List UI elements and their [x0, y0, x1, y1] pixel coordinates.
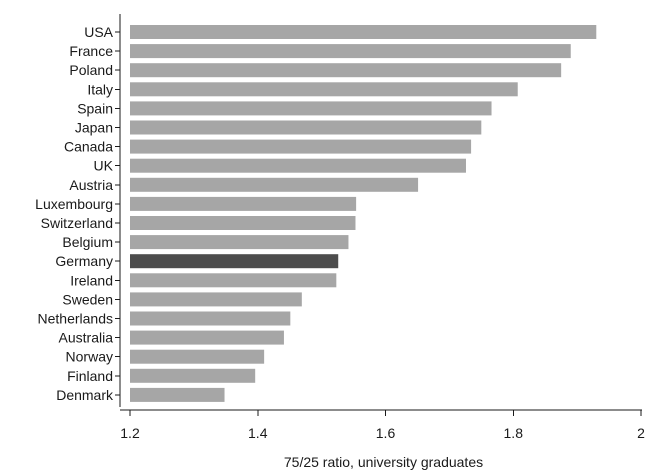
- y-tick-label: Finland: [67, 368, 113, 384]
- bar-luxembourg: [130, 196, 357, 211]
- bar-austria: [130, 177, 419, 192]
- y-tick-label: Ireland: [70, 272, 113, 288]
- y-tick-label: Sweden: [62, 291, 113, 307]
- bar-ireland: [130, 273, 337, 288]
- x-tick-label: 1.2: [120, 425, 140, 441]
- bar-australia: [130, 330, 284, 345]
- y-tick-label: Norway: [66, 349, 113, 365]
- bar-belgium: [130, 235, 349, 250]
- y-tick-label: USA: [84, 24, 113, 40]
- y-tick-label: Switzerland: [41, 215, 113, 231]
- x-tick-label: 1.8: [504, 425, 524, 441]
- y-tick-label: UK: [94, 158, 114, 174]
- bar-denmark: [130, 387, 225, 402]
- x-tick-label: 1.6: [376, 425, 396, 441]
- y-tick-label: Italy: [87, 81, 113, 97]
- y-tick-label: Spain: [77, 100, 113, 116]
- y-tick-label: Netherlands: [38, 311, 114, 327]
- bar-finland: [130, 368, 256, 383]
- x-tick-label: 2: [637, 425, 645, 441]
- bar-germany: [130, 254, 339, 269]
- bar-poland: [130, 63, 562, 78]
- x-axis-title: 75/25 ratio, university graduates: [284, 454, 483, 470]
- bar-switzerland: [130, 216, 356, 230]
- y-tick-label: Belgium: [62, 234, 113, 250]
- y-tick-label: Canada: [64, 139, 113, 155]
- y-tick-label: Germany: [55, 253, 113, 269]
- y-axis: USA France Poland Italy Spain Japan Canada UK Au…: [35, 14, 121, 407]
- y-tick-label: Austria: [69, 177, 113, 193]
- bar-france: [130, 44, 571, 59]
- bar-netherlands: [130, 311, 291, 326]
- bar-uk: [130, 158, 466, 173]
- y-tick-label: Japan: [75, 120, 113, 136]
- x-tick-label: 1.4: [248, 425, 268, 441]
- y-tick-label: Denmark: [56, 387, 114, 403]
- bar-norway: [130, 349, 265, 364]
- y-tick-label: Luxembourg: [35, 196, 113, 212]
- bar-italy: [130, 82, 518, 97]
- bars-group: [130, 25, 597, 402]
- x-axis: 1.2 1.4 1.6 1.8 2: [120, 409, 645, 441]
- bar-usa: [130, 25, 597, 39]
- bar-spain: [130, 101, 492, 116]
- y-tick-label: France: [69, 43, 113, 59]
- bar-sweden: [130, 292, 302, 307]
- y-tick-label: Poland: [69, 62, 113, 78]
- y-tick-label: Australia: [59, 330, 114, 346]
- bar-japan: [130, 120, 482, 135]
- bar-canada: [130, 139, 472, 154]
